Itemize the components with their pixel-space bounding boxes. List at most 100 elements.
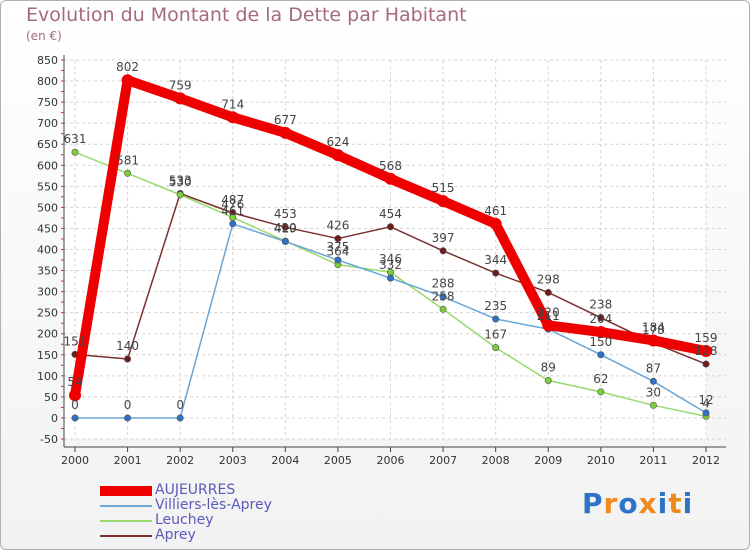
- data-point: [647, 334, 660, 347]
- data-label: 30: [646, 385, 661, 399]
- data-point: [121, 74, 134, 87]
- data-label: 211: [537, 309, 560, 323]
- logo-letter: P: [582, 487, 604, 520]
- data-label: 235: [484, 299, 507, 313]
- data-point: [281, 223, 289, 231]
- data-point: [649, 401, 657, 409]
- x-tick-label: 2000: [61, 454, 89, 467]
- data-point: [124, 355, 132, 363]
- data-label: 515: [432, 181, 455, 195]
- data-label: 0: [124, 398, 132, 412]
- legend: AUJEURRES Villiers-lès-Aprey Leuchey Apr…: [100, 482, 400, 544]
- logo-letter: i: [657, 487, 669, 520]
- logo-letter: r: [603, 487, 619, 520]
- data-point: [597, 388, 605, 396]
- data-label: 426: [326, 219, 349, 233]
- data-label: 419: [274, 221, 297, 235]
- y-tick-label: 700: [37, 117, 58, 130]
- data-point: [439, 293, 447, 301]
- data-point: [649, 377, 657, 385]
- data-point: [279, 126, 292, 139]
- x-tick-label: 2002: [166, 454, 194, 467]
- data-point: [384, 172, 397, 185]
- data-label: 714: [221, 97, 244, 111]
- x-tick-label: 2008: [482, 454, 510, 467]
- data-label: 151: [64, 334, 87, 348]
- legend-item: Villiers-lès-Aprey: [100, 497, 400, 514]
- data-point: [597, 351, 605, 359]
- legend-swatch: [100, 505, 152, 507]
- legend-label: Leuchey: [155, 512, 214, 528]
- data-label: 0: [176, 398, 184, 412]
- y-tick-label: 250: [37, 307, 58, 320]
- x-tick-label: 2011: [639, 454, 667, 467]
- data-label: 476: [221, 197, 244, 211]
- data-point: [544, 288, 552, 296]
- y-tick-label: 400: [37, 244, 58, 257]
- x-tick-label: 2010: [587, 454, 615, 467]
- data-point: [386, 274, 394, 282]
- data-label: 344: [484, 253, 507, 267]
- y-tick-label: 100: [37, 370, 58, 383]
- data-point: [700, 344, 712, 357]
- data-point: [124, 169, 132, 177]
- data-label: 375: [326, 240, 349, 254]
- data-label: 140: [116, 339, 139, 353]
- data-label: 364: [326, 245, 349, 259]
- data-label: 461: [221, 204, 244, 218]
- logo-letter: i: [682, 487, 694, 520]
- y-tick-label: -50: [40, 433, 58, 446]
- data-label: 454: [379, 207, 402, 221]
- logo-letter: t: [668, 487, 683, 520]
- x-tick-label: 2007: [429, 454, 457, 467]
- data-label: 298: [537, 272, 560, 286]
- data-label: 288: [432, 277, 455, 291]
- y-tick-label: 600: [37, 159, 58, 172]
- data-label: 12: [698, 393, 713, 407]
- proxiti-logo: Proxiti: [582, 487, 693, 520]
- legend-swatch: [100, 535, 152, 537]
- data-label: 89: [541, 360, 556, 374]
- chart-title: Evolution du Montant de la Dette par Hab…: [26, 4, 467, 26]
- data-label: 4: [702, 396, 710, 410]
- y-tick-label: 350: [37, 265, 58, 278]
- logo-letter: x: [638, 487, 658, 520]
- data-point: [542, 319, 555, 332]
- data-label: 568: [379, 159, 402, 173]
- logo-letter: o: [618, 487, 639, 520]
- data-point: [544, 376, 552, 384]
- x-tick-label: 2009: [534, 454, 562, 467]
- data-point: [492, 269, 500, 277]
- data-label: 397: [432, 231, 455, 245]
- data-point: [439, 305, 447, 313]
- data-point: [439, 247, 447, 255]
- legend-label: AUJEURRES: [155, 482, 236, 498]
- data-point: [124, 414, 132, 422]
- data-label: 453: [274, 207, 297, 221]
- data-point: [594, 326, 607, 339]
- legend-label: Aprey: [155, 527, 196, 543]
- legend-swatch: [100, 520, 152, 522]
- data-point: [69, 389, 81, 402]
- data-point: [489, 217, 502, 230]
- data-label: 631: [64, 132, 87, 146]
- data-label: 420: [274, 221, 297, 235]
- data-point: [71, 414, 79, 422]
- data-label: 238: [589, 298, 612, 312]
- data-label: 178: [642, 323, 665, 337]
- data-point: [702, 409, 710, 417]
- y-tick-label: 0: [51, 412, 58, 425]
- y-tick-label: 450: [37, 222, 58, 235]
- data-label: 54: [67, 375, 82, 389]
- legend-swatch: [100, 486, 152, 496]
- data-label: 461: [484, 204, 507, 218]
- data-label: 159: [695, 331, 718, 345]
- data-label: 802: [116, 60, 139, 74]
- y-tick-label: 550: [37, 180, 58, 193]
- legend-item: Aprey: [100, 527, 400, 544]
- y-tick-label: 650: [37, 138, 58, 151]
- y-tick-label: 200: [37, 328, 58, 341]
- data-point: [702, 360, 710, 368]
- data-label: 204: [589, 312, 612, 326]
